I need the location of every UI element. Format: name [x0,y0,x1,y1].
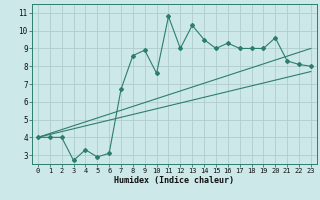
X-axis label: Humidex (Indice chaleur): Humidex (Indice chaleur) [115,176,234,185]
